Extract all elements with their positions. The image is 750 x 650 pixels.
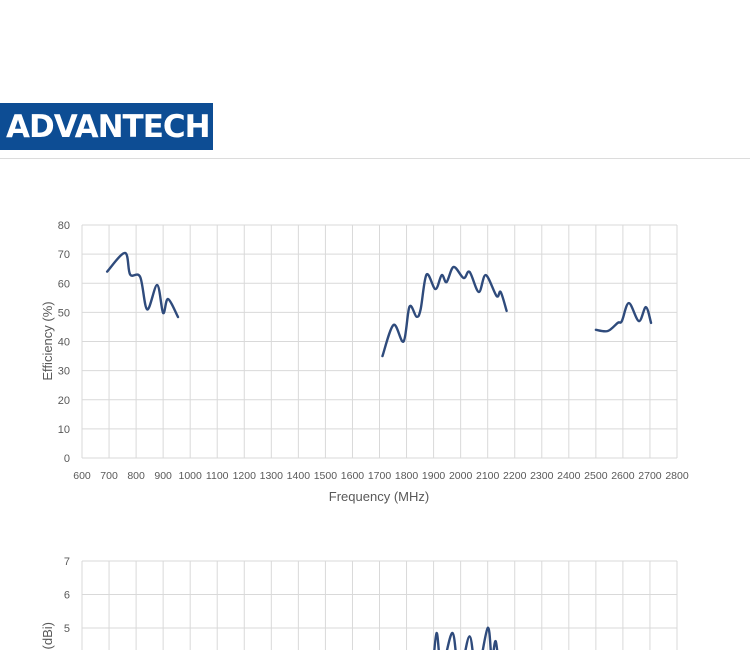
y-tick-label: 80 <box>58 220 70 232</box>
y-tick-label: 6 <box>64 590 70 602</box>
x-tick-label: 1300 <box>260 470 284 482</box>
y-tick-label: 60 <box>58 278 70 290</box>
y-tick-label: 7 <box>64 556 70 568</box>
y-tick-label: 5 <box>64 623 70 635</box>
x-tick-label: 1100 <box>206 470 229 482</box>
y-tick-label: 70 <box>58 249 70 261</box>
x-tick-label: 1900 <box>422 470 446 482</box>
y-tick-label: 10 <box>58 424 70 436</box>
y-tick-label: 0 <box>64 453 70 465</box>
x-tick-label: 1400 <box>287 470 311 482</box>
x-tick-label: 1600 <box>341 470 365 482</box>
x-tick-label: 1500 <box>314 470 338 482</box>
x-tick-label: 2200 <box>503 470 527 482</box>
series-line-1 <box>105 251 180 319</box>
x-tick-label: 2400 <box>557 470 581 482</box>
x-tick-label: 2100 <box>476 470 500 482</box>
y-tick-label: 20 <box>58 395 70 407</box>
x-tick-label: 2000 <box>449 470 473 482</box>
x-tick-label: 1700 <box>368 470 392 482</box>
series-line-1 <box>433 626 499 650</box>
header-divider <box>0 158 750 159</box>
y-axis-title: (dBi) <box>40 622 55 649</box>
x-tick-label: 2500 <box>584 470 608 482</box>
x-tick-label: 700 <box>100 470 118 482</box>
x-tick-label: 2600 <box>611 470 635 482</box>
x-tick-label: 600 <box>73 470 91 482</box>
series-line-3 <box>594 301 653 333</box>
y-tick-label: 50 <box>58 307 70 319</box>
y-tick-label: 30 <box>58 366 70 378</box>
x-tick-label: 1000 <box>179 470 203 482</box>
x-tick-label: 2300 <box>530 470 554 482</box>
x-tick-label: 1800 <box>395 470 419 482</box>
x-tick-label: 2700 <box>638 470 662 482</box>
logo-text: ADVANTECH <box>6 109 211 145</box>
series-line-2 <box>381 265 508 358</box>
x-tick-label: 800 <box>127 470 145 482</box>
x-tick-label: 1200 <box>233 470 257 482</box>
x-axis-title: Frequency (MHz) <box>329 489 429 504</box>
advantech-logo: ADVANTECH <box>0 103 213 150</box>
y-axis-title: Efficiency (%) <box>40 301 55 380</box>
x-tick-label: 2800 <box>665 470 689 482</box>
y-tick-label: 40 <box>58 337 70 349</box>
x-tick-label: 900 <box>154 470 172 482</box>
